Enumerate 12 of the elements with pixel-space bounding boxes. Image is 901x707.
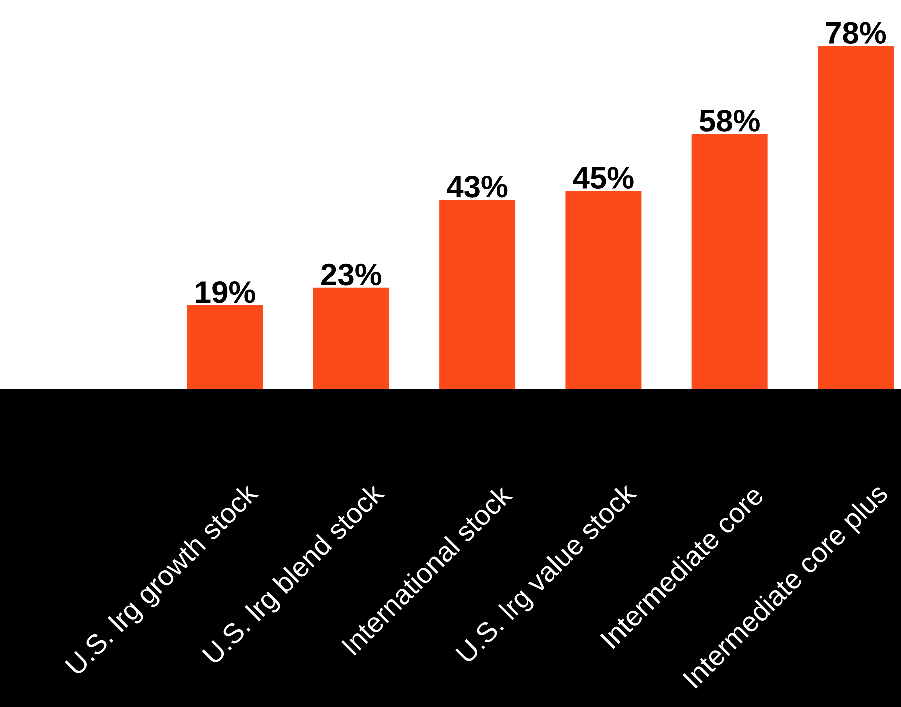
data-label: 78%: [826, 22, 886, 44]
bar: [313, 288, 390, 389]
data-label: 43%: [447, 176, 508, 198]
data-label: 23%: [322, 264, 382, 286]
data-label: 58%: [700, 110, 760, 132]
bar: [818, 46, 894, 389]
data-label: 19%: [196, 281, 256, 304]
bar: [187, 306, 264, 389]
data-label: 45%: [573, 167, 634, 190]
bar: [440, 200, 516, 389]
bar: [692, 134, 768, 389]
bar: [566, 191, 642, 389]
